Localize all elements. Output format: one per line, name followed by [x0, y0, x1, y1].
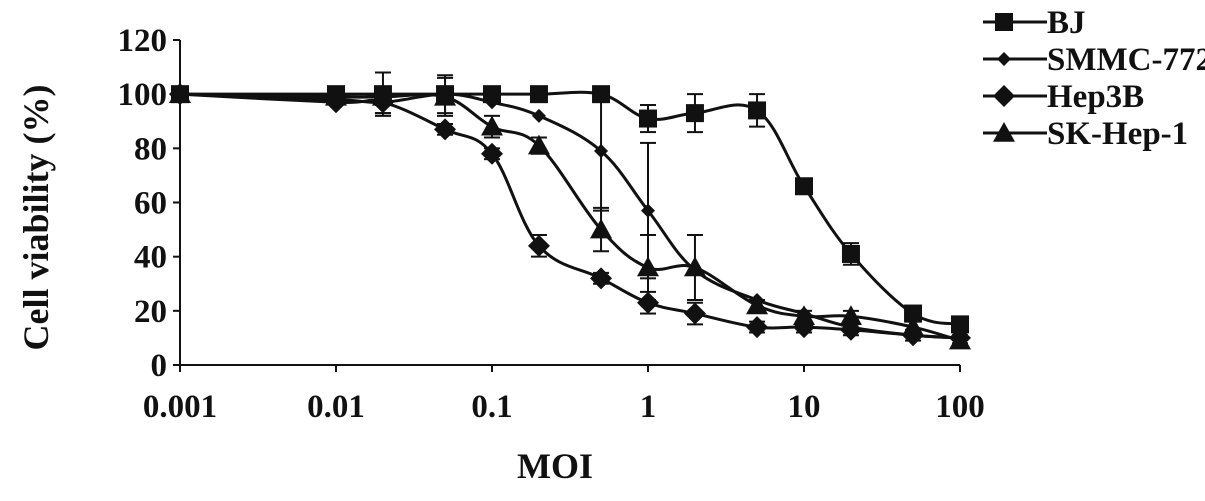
data-point-hep3b: [683, 302, 706, 325]
legend-label: Hep3B: [1047, 79, 1144, 115]
data-point-hep3b: [527, 234, 550, 257]
y-tick-label: 0: [151, 348, 168, 384]
data-point-sk-hep-1: [325, 85, 347, 106]
data-point-smmc-7721: [531, 108, 546, 123]
data-point-bj: [483, 85, 501, 104]
data-point-sk-hep-1: [746, 294, 769, 315]
y-tick-label: 60: [134, 186, 167, 222]
error-bars: [374, 71, 968, 348]
x-tick-label: 1: [640, 389, 657, 425]
data-point-bj: [841, 244, 860, 263]
y-tick-label: 20: [134, 294, 167, 330]
y-tick-label: 120: [118, 23, 168, 59]
y-axis-title: Cell viability (%): [16, 85, 56, 351]
data-point-hep3b: [637, 291, 659, 314]
data-point-bj: [748, 101, 767, 120]
data-point-sk-hep-1: [683, 256, 706, 277]
legend-marker: [997, 52, 1011, 66]
legend-marker: [993, 85, 1015, 107]
data-point-bj: [592, 85, 611, 104]
data-point-sk-hep-1: [637, 256, 659, 277]
data-point-smmc-7721: [641, 203, 655, 218]
y-tick-label: 40: [134, 240, 167, 276]
legend-label: SK-Hep-1: [1047, 116, 1188, 152]
data-point-bj: [795, 177, 813, 196]
data-point-sk-hep-1: [902, 316, 925, 336]
series-line-smmc-7721: [179, 92, 961, 340]
legend-label: BJ: [1047, 5, 1086, 41]
x-tick-label: 0.01: [307, 389, 365, 425]
series-markers: [169, 83, 971, 350]
data-point-bj: [951, 315, 969, 334]
x-tick-label: 0.001: [143, 389, 217, 425]
data-point-bj: [639, 109, 657, 128]
data-point-smmc-7721: [594, 144, 609, 159]
legend-marker: [995, 13, 1013, 31]
data-point-hep3b: [434, 118, 457, 141]
legend-label: SMMC-7721: [1047, 42, 1205, 78]
series-lines: [179, 90, 961, 343]
x-tick-label: 100: [935, 389, 985, 425]
data-point-sk-hep-1: [481, 115, 503, 136]
data-point-sk-hep-1: [371, 85, 394, 106]
data-point-sk-hep-1: [527, 134, 550, 155]
data-point-hep3b: [590, 267, 613, 290]
series-line-bj: [180, 90, 961, 326]
data-point-sk-hep-1: [949, 329, 971, 350]
axes: 0 20 40 60 80 100 120 0.001 0.01 0.1 1 10 100 MOI Cell…: [16, 23, 985, 486]
y-tick-label: 80: [134, 131, 167, 167]
x-axis-title: MOI: [517, 446, 593, 486]
data-point-sk-hep-1: [434, 85, 457, 106]
data-point-sk-hep-1: [839, 305, 862, 326]
data-point-hep3b: [746, 316, 769, 339]
data-point-smmc-7721: [485, 95, 499, 110]
data-point-sk-hep-1: [590, 218, 613, 239]
data-point-bj: [685, 104, 704, 123]
x-tick-label: 0.1: [471, 389, 512, 425]
legend-marker: [993, 122, 1015, 142]
data-point-hep3b: [481, 142, 503, 165]
x-tick-label: 10: [788, 389, 821, 425]
data-point-sk-hep-1: [169, 83, 191, 103]
data-point-bj: [904, 304, 923, 323]
data-point-sk-hep-1: [793, 305, 815, 326]
y-tick-label: 100: [118, 77, 168, 113]
data-point-bj: [529, 85, 548, 104]
